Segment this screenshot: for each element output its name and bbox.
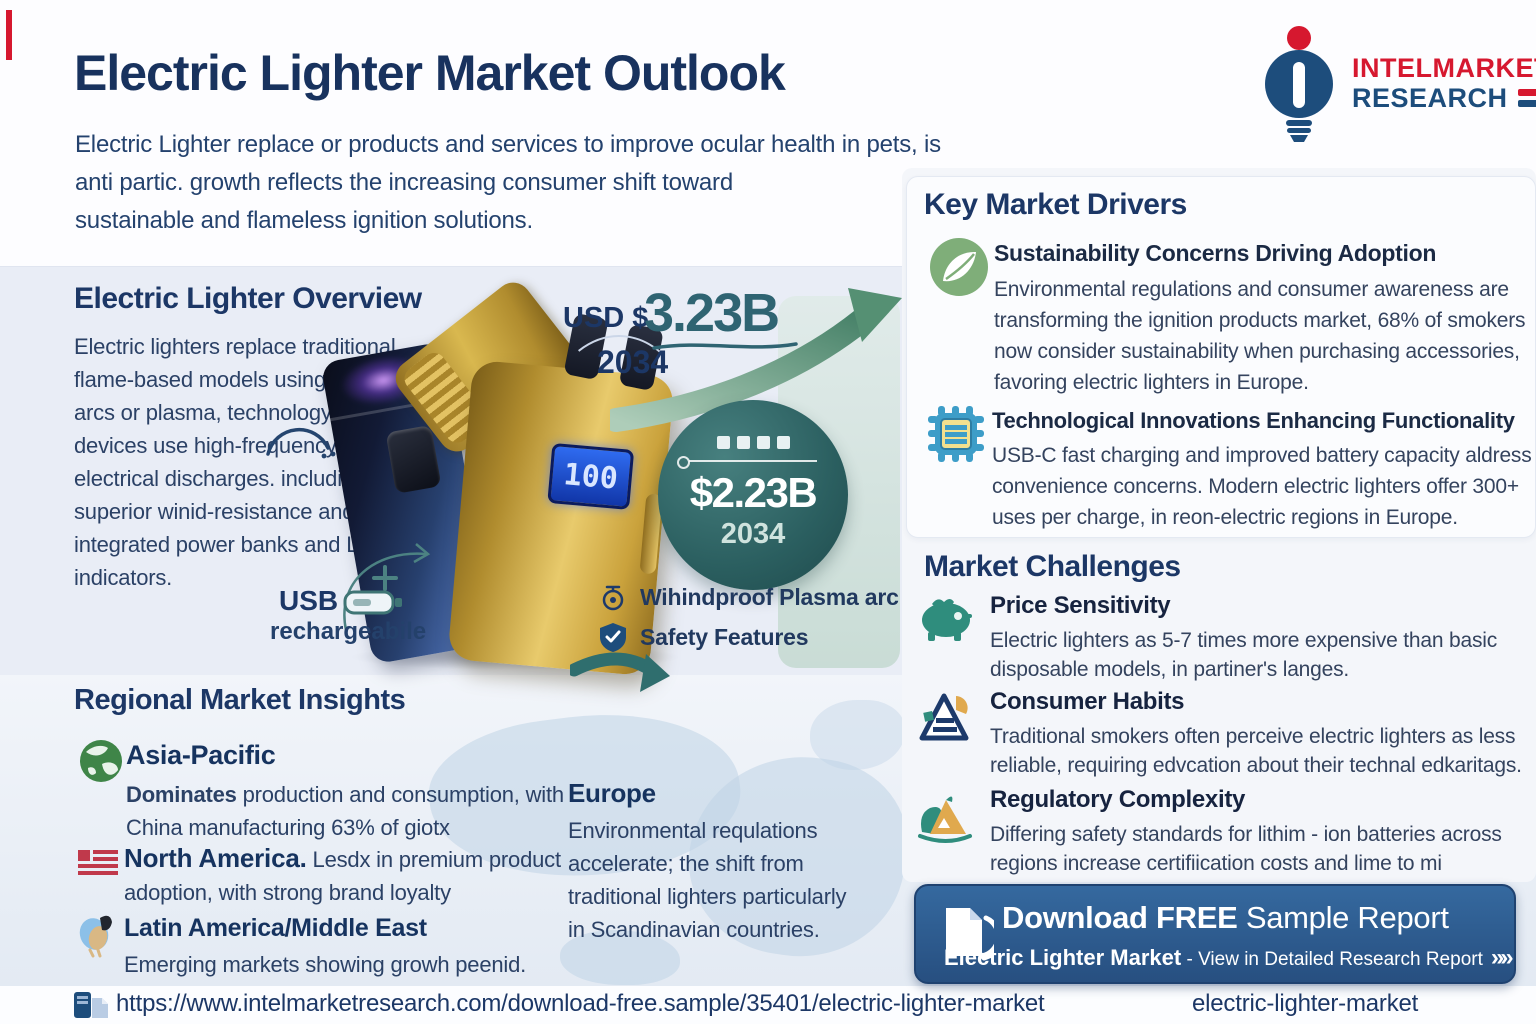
market-size-circle: $2.23B 2034	[658, 400, 848, 590]
market-value: 3.23B	[644, 283, 780, 343]
intro-line: Electric Lighter replace or products and…	[75, 131, 941, 158]
piggy-bank-icon	[922, 599, 972, 641]
charge-arc-decor	[343, 543, 431, 631]
challenge-title: Consumer Habits	[990, 688, 1185, 715]
regional-heading: Regional Market Insights	[74, 684, 406, 716]
leaf-icon	[930, 238, 988, 296]
us-flag-icon	[78, 850, 118, 875]
region-latin-body: Emerging markets showing growh peenid.	[124, 952, 527, 977]
banner-line2-rest: - View in Detailed Research Report	[1181, 949, 1483, 970]
region-europe-title: Europe	[568, 778, 656, 808]
shield-check-icon	[600, 623, 626, 652]
market-slug-link[interactable]: electric-lighter-market	[1192, 990, 1419, 1017]
chip-icon	[928, 406, 984, 462]
banner-line1-rest: Sample Report	[1237, 900, 1449, 935]
toucan-icon	[79, 915, 112, 958]
logo-brand1: INTELMARKET	[1352, 53, 1536, 83]
globe-icon	[80, 740, 122, 782]
driver-body: Environmental regulations and consumer a…	[994, 278, 1526, 394]
region-europe-body: Environmental requlations accelerate; th…	[568, 818, 847, 942]
consumer-habits-icon	[919, 693, 969, 741]
battery-icon	[343, 590, 402, 615]
overview-heading: Electric Lighter Overview	[74, 282, 422, 315]
driver-title: Technological Innovations Enhancing Func…	[992, 408, 1515, 433]
feature-label: Wihindproof Plasma arc	[640, 583, 899, 610]
drivers-heading: Key Market Drivers	[924, 188, 1187, 221]
lightbulb-icon	[1265, 26, 1333, 142]
document-link-icon	[74, 992, 108, 1018]
region-asia-title: Asia-Pacific	[126, 740, 276, 770]
sample-url-link[interactable]: https://www.intelmarketresearch.com/down…	[116, 990, 1045, 1017]
world-map-decor	[810, 700, 905, 770]
lighter-button	[385, 424, 442, 494]
world-map-decor	[560, 930, 680, 985]
banner-line1-bold: Download FREE	[1002, 900, 1238, 935]
page-title: Electric Lighter Market Outlook	[74, 45, 786, 101]
challenge-body: Traditional smokers often perceive elect…	[990, 725, 1522, 777]
region-na-title: North America.	[124, 843, 307, 873]
market-value-year: 2034	[597, 344, 669, 380]
intro-line: anti partic. growth reflects the increas…	[75, 169, 733, 196]
divider-line	[677, 456, 817, 469]
challenge-title: Price Sensitivity	[990, 592, 1171, 619]
region-latin-title: Latin America/Middle East	[124, 914, 427, 942]
usb-sublabel: rechargeabile	[270, 618, 427, 645]
download-sample-button[interactable]: Download FREE Sample Report Electric Lig…	[914, 884, 1516, 984]
windproof-icon	[602, 585, 624, 611]
footer-strip	[0, 986, 1536, 1024]
challenge-body: Electric lighters as 5-7 times more expe…	[990, 629, 1498, 681]
region-asia-lead: Dominates	[126, 782, 237, 807]
curved-arrow-icon	[570, 652, 670, 692]
logo-brand2: RESEARCH	[1352, 83, 1508, 113]
chevrons-icon: »»	[1490, 944, 1514, 971]
banner-line2-bold: Electric Lighter Market	[944, 945, 1182, 970]
logo-stripes	[1517, 89, 1536, 107]
logo-text: INTELMARKET RESEARCH	[1352, 53, 1536, 113]
feature-list: Wihindproof Plasma arc Safety Features	[598, 582, 899, 662]
feature-item: Wihindproof Plasma arc	[598, 582, 899, 612]
red-accent-tick	[6, 10, 12, 60]
region-na-body: Lesdx in premium product adoption, with …	[124, 847, 561, 905]
battery-display: 100	[547, 442, 635, 510]
key-drivers-card	[906, 176, 1536, 538]
challenge-title: Regulatory Complexity	[990, 786, 1246, 813]
intro-line: sustainable and flameless ignition solut…	[75, 207, 533, 234]
intelmarket-logo: INTELMARKET RESEARCH	[1256, 24, 1536, 142]
usb-label: USB	[279, 585, 339, 616]
region-asia-body: Dominates production and consumption, wi…	[126, 778, 586, 844]
challenge-body: Differing safety standards for lithim - …	[990, 823, 1502, 875]
battery-bars-icon	[716, 436, 790, 449]
intro-paragraph: Electric Lighter replace or products and…	[75, 126, 941, 240]
logo-brand2-row: RESEARCH	[1352, 83, 1536, 113]
feature-item: Safety Features	[598, 621, 899, 653]
region-na-paragraph: North America. Lesdx in premium product …	[124, 842, 594, 909]
circle-value: $2.23B	[689, 469, 818, 516]
banner-line1: Download FREE Sample Report	[1002, 900, 1449, 936]
region-asia-rest: production and consumption, with China m…	[126, 782, 564, 840]
market-value-prefix: USD $	[563, 302, 649, 334]
feature-label: Safety Features	[640, 623, 809, 650]
document-download-icon	[946, 908, 994, 961]
growth-arrow-icon	[610, 288, 902, 432]
driver-body: USB-C fast charging and improved battery…	[992, 444, 1532, 529]
circle-year: 2034	[720, 518, 786, 550]
challenges-heading: Market Challenges	[924, 550, 1181, 583]
banner-line2: Electric Lighter Market - View in Detail…	[944, 944, 1514, 972]
driver-title: Sustainability Concerns Driving Adoption	[994, 240, 1437, 266]
underline-swash	[652, 342, 798, 350]
regulatory-icon	[918, 796, 972, 843]
